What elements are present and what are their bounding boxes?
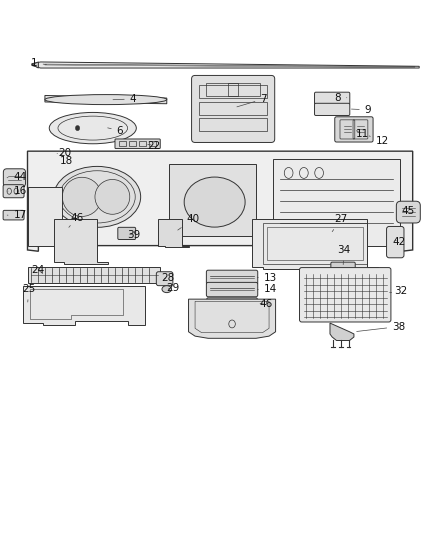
Bar xyxy=(273,158,399,246)
FancyBboxPatch shape xyxy=(207,298,257,309)
Bar xyxy=(199,102,267,115)
Bar xyxy=(199,85,267,98)
Bar xyxy=(149,141,156,147)
Bar xyxy=(206,83,238,96)
Text: 40: 40 xyxy=(178,214,199,230)
Text: 14: 14 xyxy=(257,284,277,294)
Text: 39: 39 xyxy=(127,230,141,240)
FancyBboxPatch shape xyxy=(335,117,373,142)
Text: 22: 22 xyxy=(147,141,160,150)
Ellipse shape xyxy=(62,177,102,216)
FancyBboxPatch shape xyxy=(314,92,350,104)
Text: 6: 6 xyxy=(108,126,124,136)
FancyBboxPatch shape xyxy=(4,169,25,187)
FancyBboxPatch shape xyxy=(156,272,173,286)
Polygon shape xyxy=(252,219,378,269)
Text: 34: 34 xyxy=(337,245,351,264)
Ellipse shape xyxy=(45,94,167,104)
Text: 38: 38 xyxy=(357,321,406,332)
Polygon shape xyxy=(28,266,160,283)
Bar xyxy=(119,141,126,147)
FancyBboxPatch shape xyxy=(396,201,420,223)
Ellipse shape xyxy=(95,180,130,214)
Text: 32: 32 xyxy=(390,286,408,296)
Bar xyxy=(169,164,256,236)
FancyBboxPatch shape xyxy=(206,270,258,285)
Text: 46: 46 xyxy=(259,299,273,309)
FancyBboxPatch shape xyxy=(387,227,404,258)
FancyBboxPatch shape xyxy=(314,103,350,116)
Polygon shape xyxy=(53,219,108,264)
FancyBboxPatch shape xyxy=(191,76,275,142)
Text: 4: 4 xyxy=(113,94,136,104)
Polygon shape xyxy=(158,219,188,247)
FancyBboxPatch shape xyxy=(206,282,258,297)
Polygon shape xyxy=(188,299,276,338)
Polygon shape xyxy=(330,323,354,341)
Bar xyxy=(262,223,367,264)
Text: 13: 13 xyxy=(257,273,277,283)
Text: 42: 42 xyxy=(392,237,406,247)
Text: 12: 12 xyxy=(369,136,389,146)
Ellipse shape xyxy=(75,125,80,131)
Text: 11: 11 xyxy=(356,129,369,139)
Text: 24: 24 xyxy=(31,264,44,274)
FancyBboxPatch shape xyxy=(331,262,355,272)
Polygon shape xyxy=(32,62,39,68)
Text: 29: 29 xyxy=(166,283,179,293)
Text: 28: 28 xyxy=(162,273,175,283)
Bar xyxy=(199,118,267,131)
Polygon shape xyxy=(32,62,419,68)
Ellipse shape xyxy=(162,286,172,293)
Ellipse shape xyxy=(53,166,141,228)
Text: 1: 1 xyxy=(31,58,46,68)
Polygon shape xyxy=(45,95,167,104)
Polygon shape xyxy=(28,151,413,251)
Bar xyxy=(267,227,363,260)
Text: 17: 17 xyxy=(7,210,27,220)
Text: 7: 7 xyxy=(237,94,267,107)
Text: 44: 44 xyxy=(7,172,27,182)
Text: 16: 16 xyxy=(7,186,27,196)
Bar xyxy=(228,83,260,96)
Polygon shape xyxy=(23,286,145,325)
FancyBboxPatch shape xyxy=(115,139,160,149)
Text: 8: 8 xyxy=(334,93,347,103)
Text: 20: 20 xyxy=(58,148,71,158)
Ellipse shape xyxy=(184,177,245,227)
Ellipse shape xyxy=(49,112,136,144)
Bar xyxy=(139,141,146,147)
Bar xyxy=(28,187,62,246)
Text: 27: 27 xyxy=(332,214,348,232)
Text: 18: 18 xyxy=(57,154,74,166)
Text: 25: 25 xyxy=(22,284,35,302)
FancyBboxPatch shape xyxy=(300,268,391,322)
FancyBboxPatch shape xyxy=(3,211,24,220)
FancyBboxPatch shape xyxy=(118,228,136,239)
FancyBboxPatch shape xyxy=(3,184,24,198)
Text: 9: 9 xyxy=(351,105,371,115)
Bar xyxy=(129,141,136,147)
Text: 46: 46 xyxy=(69,213,83,228)
Text: 45: 45 xyxy=(402,206,415,216)
